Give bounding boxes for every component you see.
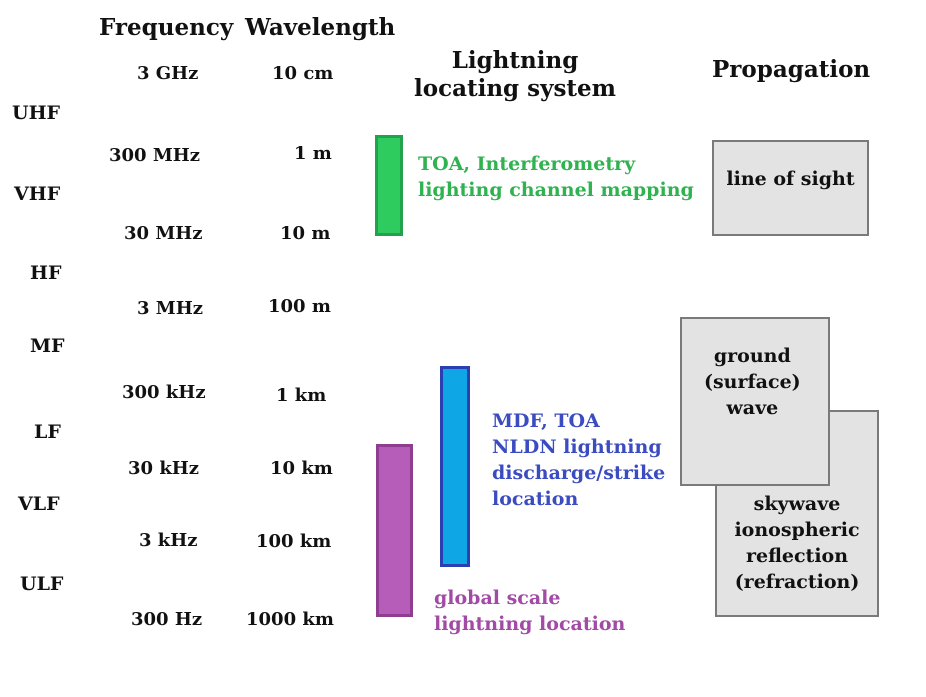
wavelength-value: 10 m: [280, 223, 331, 244]
band-vhf: VHF: [14, 183, 61, 205]
frequency-header: Frequency: [99, 14, 234, 41]
propagation-header: Propagation: [712, 56, 871, 83]
wavelength-value: 1000 km: [246, 609, 334, 630]
line-of-sight-box: line of sight: [712, 140, 869, 236]
wavelength-value: 1 km: [276, 385, 327, 406]
global-system-label: global scale lightning location: [434, 587, 626, 635]
vhf-system-label: TOA, Interferometry lighting channel map…: [418, 153, 694, 201]
lf-system-label: MDF, TOA NLDN lightning discharge/strike…: [492, 410, 666, 510]
ground-wave-label: ground (surface) wave: [704, 345, 801, 419]
frequency-value: 3 MHz: [137, 298, 203, 319]
frequency-value: 300 MHz: [109, 145, 200, 166]
frequency-value: 30 kHz: [128, 458, 200, 479]
wavelength-header: Wavelength: [245, 14, 396, 41]
band-lf: LF: [34, 421, 61, 443]
band-ulf: ULF: [20, 573, 64, 595]
frequency-value: 300 Hz: [131, 609, 203, 630]
frequency-value: 3 kHz: [139, 530, 198, 551]
line-of-sight-label: line of sight: [726, 168, 855, 190]
wavelength-value: 10 cm: [272, 63, 334, 84]
vhf-system-bar: [375, 135, 403, 236]
wavelength-value: 10 km: [270, 458, 333, 479]
frequency-value: 3 GHz: [137, 63, 199, 84]
frequency-value: 30 MHz: [124, 223, 203, 244]
lf-system-bar: [440, 366, 470, 567]
global-system-bar: [376, 444, 413, 617]
ground-wave-box: ground (surface) wave: [680, 317, 830, 486]
skywave-label: skywave ionospheric reflection (refracti…: [734, 493, 860, 593]
band-hf: HF: [30, 262, 62, 284]
wavelength-value: 100 m: [268, 296, 331, 317]
lightning-system-header: Lightning locating system: [413, 47, 616, 102]
wavelength-value: 100 km: [256, 531, 332, 552]
band-vlf: VLF: [18, 493, 60, 515]
band-mf: MF: [30, 335, 65, 357]
band-uhf: UHF: [12, 102, 61, 124]
frequency-value: 300 kHz: [122, 382, 206, 403]
wavelength-value: 1 m: [294, 143, 332, 164]
